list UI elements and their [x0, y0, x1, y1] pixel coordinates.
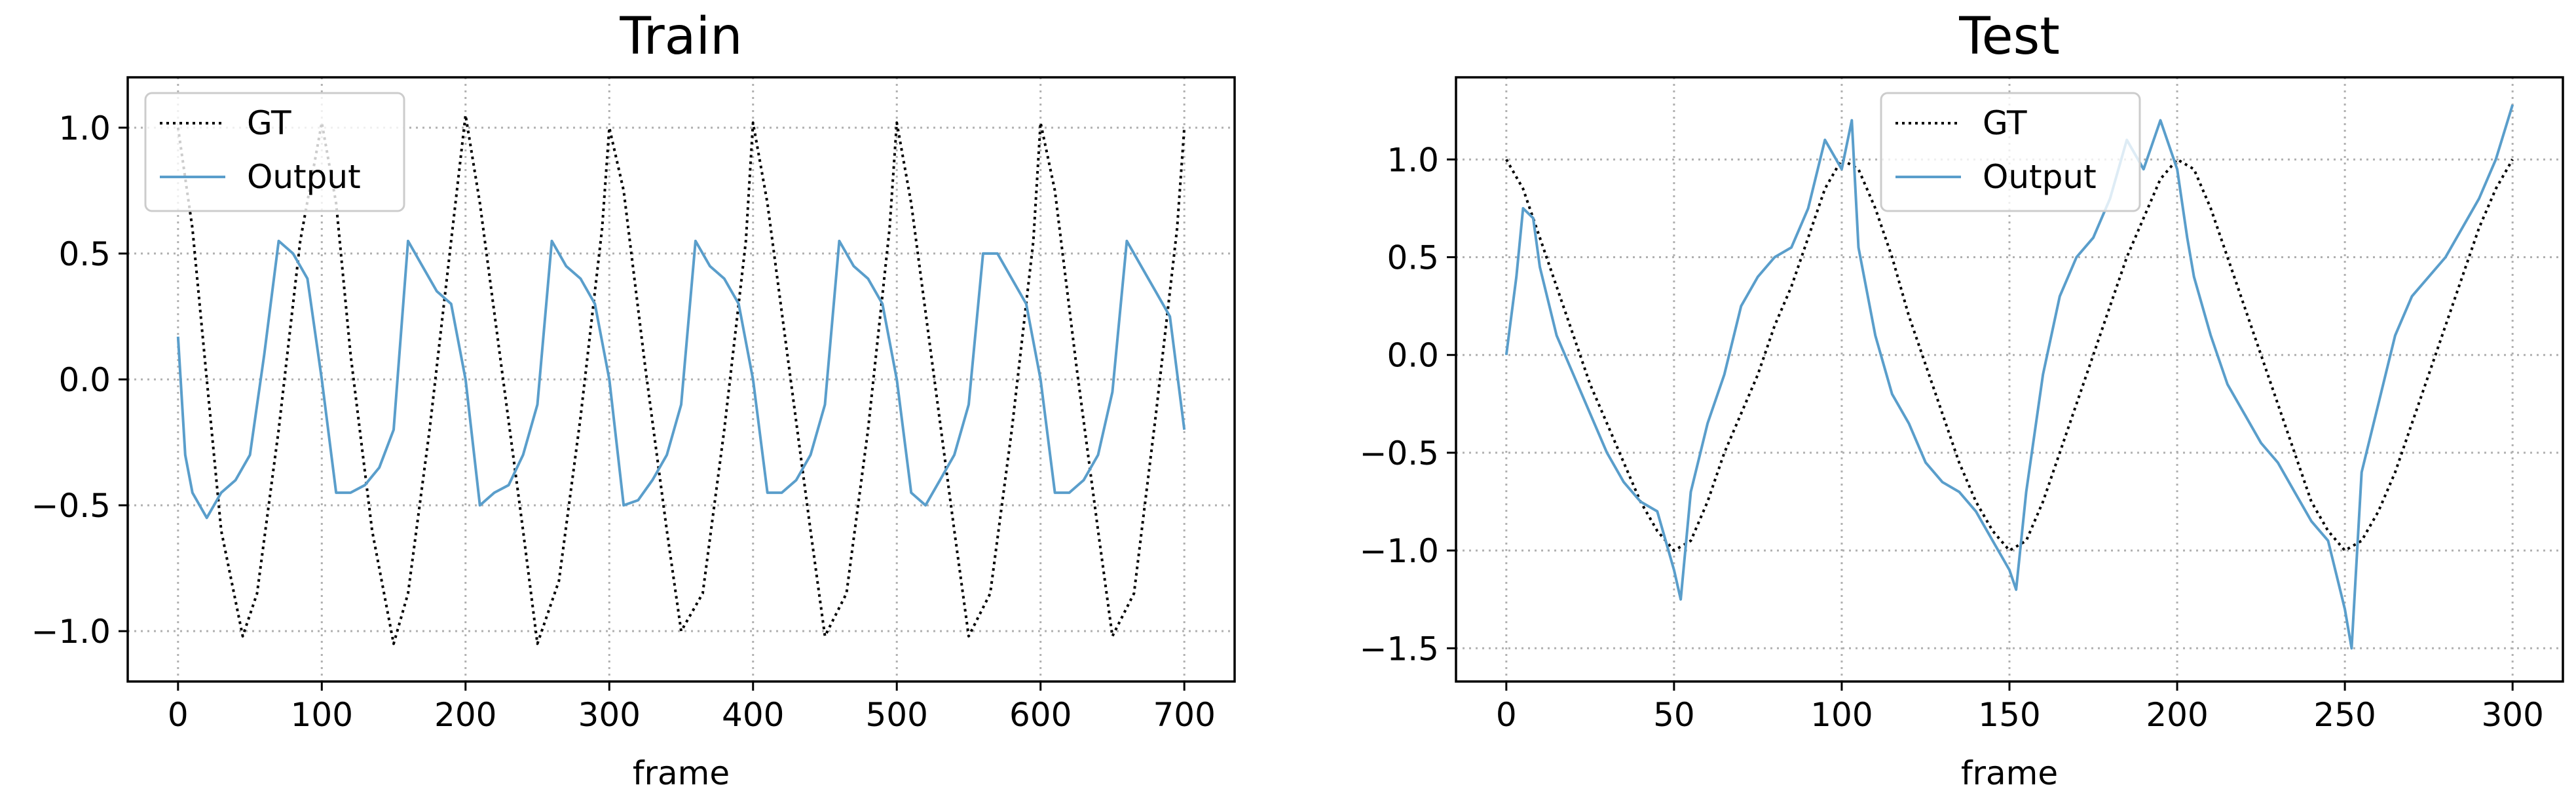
- x-tick-label: 600: [1009, 696, 1072, 734]
- y-tick-label: −1.0: [31, 613, 111, 651]
- x-tick-label: 700: [1153, 696, 1215, 734]
- chart-title: Test: [1958, 7, 2060, 66]
- series-line-output: [176, 239, 1186, 520]
- y-tick-label: 0.5: [1387, 239, 1439, 277]
- legend-box: [1880, 92, 2141, 212]
- y-tick-label: 0.0: [58, 361, 111, 399]
- x-tick-label: 50: [1653, 696, 1695, 734]
- chart-panel-train: 0 100 200 300 400 500 600 700 1.0 0.5 0.0 −0.5 −1.0 f…: [31, 7, 1236, 792]
- x-axis-label: frame: [1961, 754, 2058, 792]
- y-tick-label: −0.5: [31, 487, 111, 525]
- x-tick-label: 400: [722, 696, 784, 734]
- x-tick-label: 150: [1978, 696, 2040, 734]
- x-tick-label: 100: [291, 696, 353, 734]
- x-tick-label: 200: [2146, 696, 2208, 734]
- y-tick-label: 1.0: [1387, 141, 1439, 179]
- legend-label-gt: GT: [1983, 104, 2027, 142]
- series-line-gt: [1505, 158, 2514, 552]
- x-tick-label: 200: [434, 696, 496, 734]
- legend-label-output: Output: [247, 158, 361, 196]
- legend-label-gt: GT: [247, 104, 291, 142]
- chart-panel-test: 0 50 100 150 200 250 300 1.0 0.5 0.0 −0.5 −1.0 −1.5 f…: [1360, 7, 2564, 792]
- y-tick-label: −1.0: [1360, 532, 1439, 570]
- x-tick-label: 300: [2481, 696, 2543, 734]
- legend-label-output: Output: [1983, 158, 2097, 196]
- x-tick-label: 300: [578, 696, 641, 734]
- y-tick-label: −1.5: [1360, 630, 1439, 668]
- series-line-output: [1504, 104, 2514, 650]
- legend-box: [144, 92, 405, 212]
- x-tick-label: 250: [2313, 696, 2376, 734]
- y-tick-label: 0.0: [1387, 337, 1439, 375]
- x-tick-label: 500: [866, 696, 928, 734]
- y-tick-label: −0.5: [1360, 434, 1439, 472]
- x-tick-label: 0: [168, 696, 189, 734]
- y-tick-label: 1.0: [58, 109, 111, 147]
- x-tick-label: 100: [1810, 696, 1873, 734]
- x-tick-label: 0: [1496, 696, 1517, 734]
- y-tick-label: 0.5: [58, 235, 111, 273]
- x-axis-label: frame: [633, 754, 730, 792]
- chart-title: Train: [619, 7, 742, 66]
